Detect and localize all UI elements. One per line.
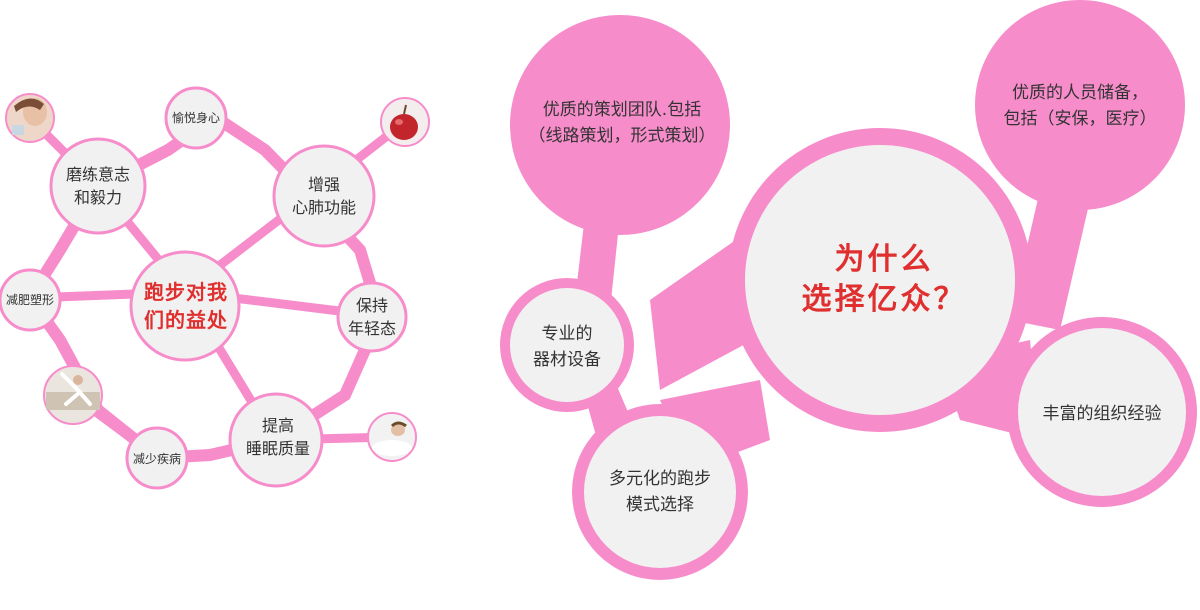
experience-bubble — [1018, 328, 1186, 496]
woman-portrait-icon — [5, 93, 55, 143]
reason-modes: 多元化的跑步 模式选择 — [609, 469, 711, 515]
reason-equipment: 专业的 器材设备 — [533, 324, 601, 370]
benefits-title-line: 们的益处 — [144, 308, 228, 332]
benefit-molian: 磨练意志 和毅力 — [65, 165, 131, 207]
reason-team: 优质的策划团队.包括 （线路策划，形式策划） — [528, 100, 716, 146]
node-yuyue-circle — [164, 86, 228, 150]
apple-icon — [380, 97, 430, 147]
reasons-bubbles — [500, 0, 1197, 580]
node-center-circle — [129, 250, 241, 362]
node-jianshao-circle — [125, 426, 189, 490]
benefits-title: 跑步对我 们的益处 — [144, 278, 228, 334]
benefits-title-line: 跑步对我 — [144, 280, 228, 304]
node-jianfei-circle — [0, 268, 62, 332]
benefit-baochi: 保持 年轻态 — [347, 296, 397, 338]
team-bubble — [510, 15, 730, 235]
benefits-photos — [5, 93, 430, 462]
reasons-title-line: 为什么 — [834, 242, 934, 277]
node-baochi-circle — [336, 281, 408, 353]
benefit-tigao: 提高 睡眠质量 — [245, 416, 311, 458]
reason-staff: 优质的人员储备， 包括（安保，医疗） — [1003, 83, 1157, 129]
reason-experience: 丰富的组织经验 — [1042, 404, 1162, 424]
benefit-jianfei: 减肥塑形 — [5, 293, 55, 307]
reasons-title: 为什么 选择亿众？ — [802, 240, 967, 320]
node-zengqiang-circle — [272, 144, 376, 248]
modes-bubble — [584, 416, 736, 568]
reasons-title-line: 选择亿众？ — [801, 282, 967, 317]
benefit-zengqiang: 增强 心肺功能 — [291, 175, 357, 217]
node-tigao-circle — [228, 392, 324, 488]
equipment-bubble — [510, 288, 624, 402]
staff-bubble — [975, 0, 1185, 210]
center-bubble — [745, 145, 1015, 415]
sleeping-person-icon — [367, 412, 417, 462]
benefit-yuyue: 愉悦身心 — [171, 111, 221, 125]
reasons-connectors — [575, 190, 1090, 470]
benefits-nodes — [0, 86, 408, 490]
node-molian-circle — [49, 137, 147, 235]
yoga-pose-icon — [43, 365, 103, 425]
benefit-jianshao: 减少疾病 — [132, 452, 182, 466]
